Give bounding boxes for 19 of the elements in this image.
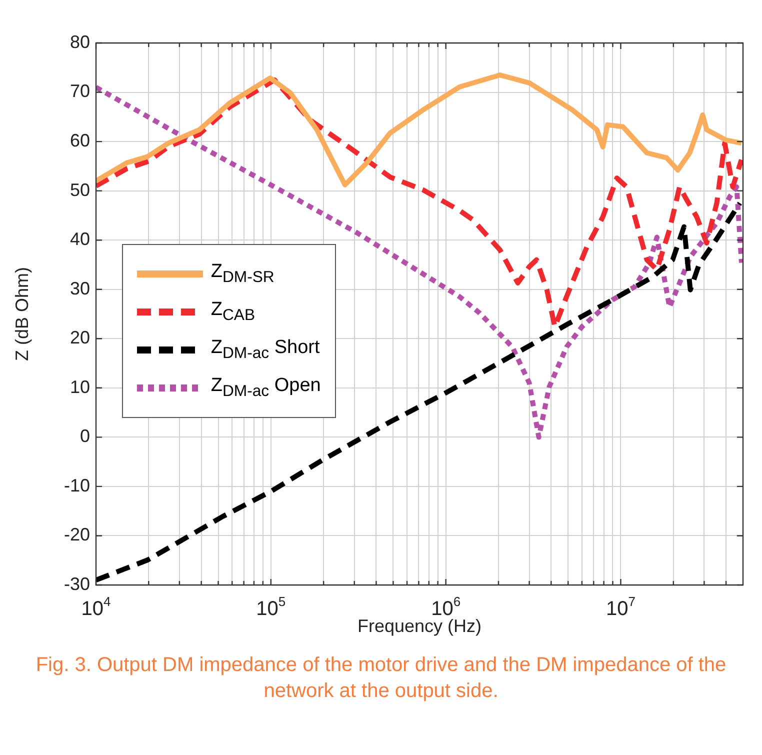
y-tick-label: 80 [70,32,90,52]
y-tick-label: 0 [80,426,90,446]
y-tick-label: 30 [70,278,90,298]
y-tick-label: -10 [64,475,90,496]
y-tick-label: -30 [64,574,90,594]
y-axis-title: Z (dB Ohm) [12,266,32,362]
y-tick-label: 70 [70,81,90,102]
y-tick-label: 20 [70,328,90,348]
y-tick-label: 10 [70,376,90,397]
legend-label: Z$_{CAB}$ [210,298,256,324]
legend-label: Z$_{DM-ac}$ Open [210,374,321,400]
y-tick-label: 60 [70,130,90,151]
x-axis-title: Frequency (Hz) [357,616,482,636]
y-tick-label: 40 [70,229,90,250]
legend-label: Z$_{DM-ac}$ Short [210,336,320,362]
caption: Fig. 3. Output DM impedance of the motor drive and the DM impedance of the network at the output side. [34,653,728,704]
y-tick-label: -20 [64,524,90,545]
legend-label: Z$_{DM-SR}$ [210,260,274,286]
y-tick-label: 50 [70,180,90,200]
